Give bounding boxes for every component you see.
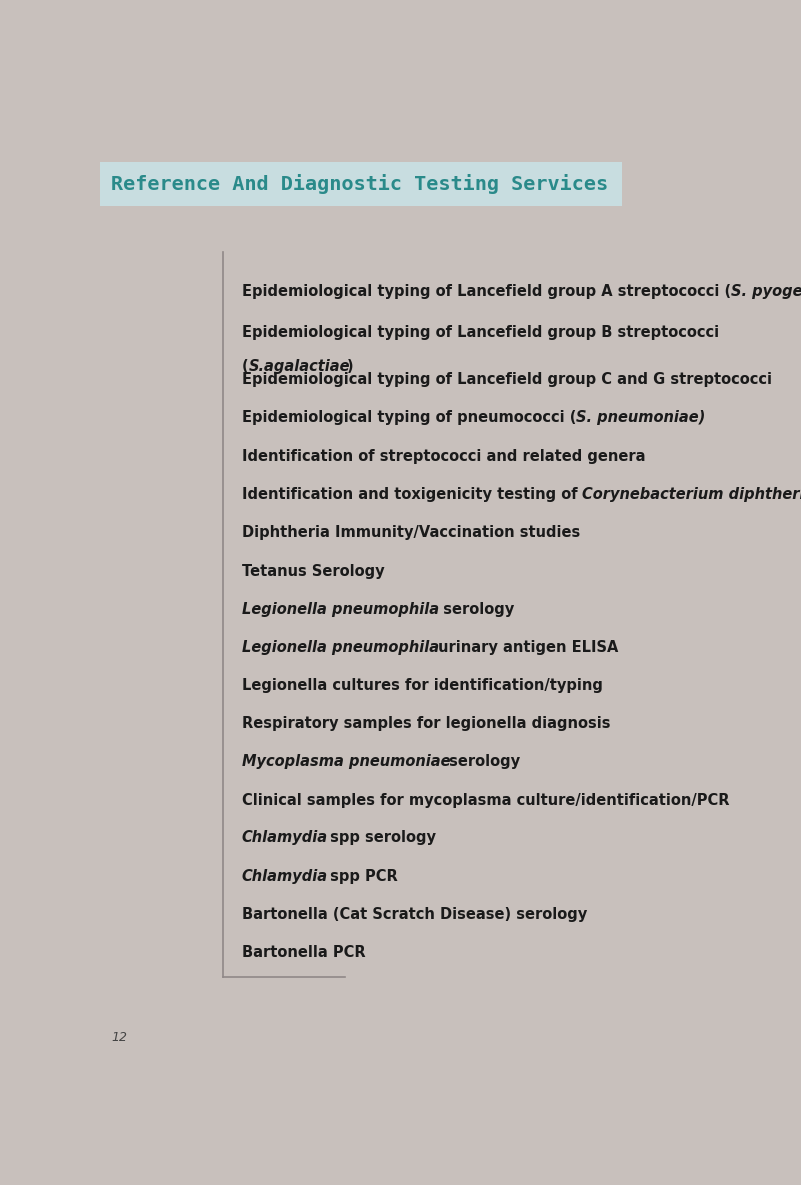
Text: Epidemiological typing of Lancefield group B streptococci: Epidemiological typing of Lancefield gro…	[242, 325, 718, 340]
Text: Corynebacterium diphtheriae: Corynebacterium diphtheriae	[582, 487, 801, 502]
Text: Reference And Diagnostic Testing Services: Reference And Diagnostic Testing Service…	[111, 174, 609, 194]
Text: Respiratory samples for legionella diagnosis: Respiratory samples for legionella diagn…	[242, 716, 610, 731]
Text: Chlamydia: Chlamydia	[242, 869, 328, 884]
Text: Tetanus Serology: Tetanus Serology	[242, 564, 384, 578]
Text: Epidemiological typing of Lancefield group C and G streptococci: Epidemiological typing of Lancefield gro…	[242, 372, 771, 387]
Text: S. pyogenes: S. pyogenes	[731, 283, 801, 299]
Text: serology: serology	[444, 755, 520, 769]
Text: Identification of streptococci and related genera: Identification of streptococci and relat…	[242, 449, 645, 463]
Text: spp serology: spp serology	[325, 831, 437, 845]
Text: urinary antigen ELISA: urinary antigen ELISA	[433, 640, 618, 655]
Text: Bartonella (Cat Scratch Disease) serology: Bartonella (Cat Scratch Disease) serolog…	[242, 907, 587, 922]
Text: serology: serology	[433, 602, 514, 617]
Text: 12: 12	[111, 1031, 127, 1044]
Text: Chlamydia: Chlamydia	[242, 831, 328, 845]
Text: Identification and toxigenicity testing of: Identification and toxigenicity testing …	[242, 487, 582, 502]
Text: Epidemiological typing of Lancefield group A streptococci (: Epidemiological typing of Lancefield gro…	[242, 283, 731, 299]
Text: Epidemiological typing of pneumococci (: Epidemiological typing of pneumococci (	[242, 410, 576, 425]
Text: Legionella pneumophila: Legionella pneumophila	[242, 602, 439, 617]
Text: (: (	[242, 359, 248, 374]
FancyBboxPatch shape	[100, 162, 622, 206]
Text: Diphtheria Immunity/Vaccination studies: Diphtheria Immunity/Vaccination studies	[242, 525, 580, 540]
Text: ): )	[347, 359, 353, 374]
Text: S.agalactiae: S.agalactiae	[248, 359, 350, 374]
Text: Bartonella PCR: Bartonella PCR	[242, 946, 365, 960]
Text: spp PCR: spp PCR	[325, 869, 398, 884]
Text: S. pneumoniae): S. pneumoniae)	[576, 410, 706, 425]
Text: Clinical samples for mycoplasma culture/identification/PCR: Clinical samples for mycoplasma culture/…	[242, 793, 729, 808]
Text: Legionella cultures for identification/typing: Legionella cultures for identification/t…	[242, 678, 602, 693]
Text: Legionella pneumophila: Legionella pneumophila	[242, 640, 439, 655]
Text: Mycoplasma pneumoniae: Mycoplasma pneumoniae	[242, 755, 450, 769]
